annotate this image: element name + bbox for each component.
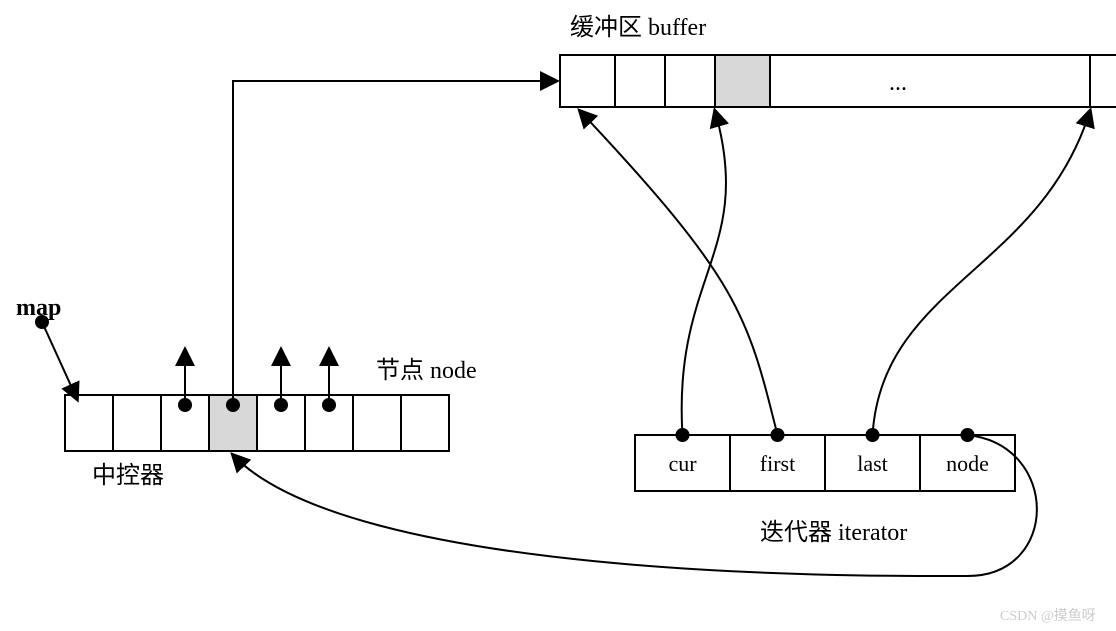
map-arrow bbox=[42, 322, 77, 399]
last-arrow bbox=[873, 111, 1091, 435]
iterator-label: 迭代器 iterator bbox=[760, 519, 907, 546]
controller-label: 中控器 bbox=[92, 462, 164, 489]
iterator-cell-label: last bbox=[857, 451, 888, 476]
watermark: CSDN @摸鱼呀 bbox=[1000, 607, 1096, 624]
iterator-cell-label: node bbox=[946, 451, 989, 476]
buffer-ellipsis: ... bbox=[889, 70, 907, 96]
first-arrow bbox=[580, 111, 778, 435]
buffer-row-outline bbox=[560, 55, 1116, 107]
node-label: 节点 node bbox=[376, 357, 477, 384]
buffer-label: 缓冲区 buffer bbox=[570, 14, 706, 41]
iterator-cell-label: first bbox=[760, 451, 795, 476]
iterator-cell-label: cur bbox=[668, 451, 697, 476]
cur-arrow bbox=[682, 111, 726, 435]
deque-structure-diagram: curfirstlastnode...map缓冲区 buffer节点 node中… bbox=[0, 0, 1116, 631]
buffer-row-shaded-cell bbox=[715, 55, 770, 107]
